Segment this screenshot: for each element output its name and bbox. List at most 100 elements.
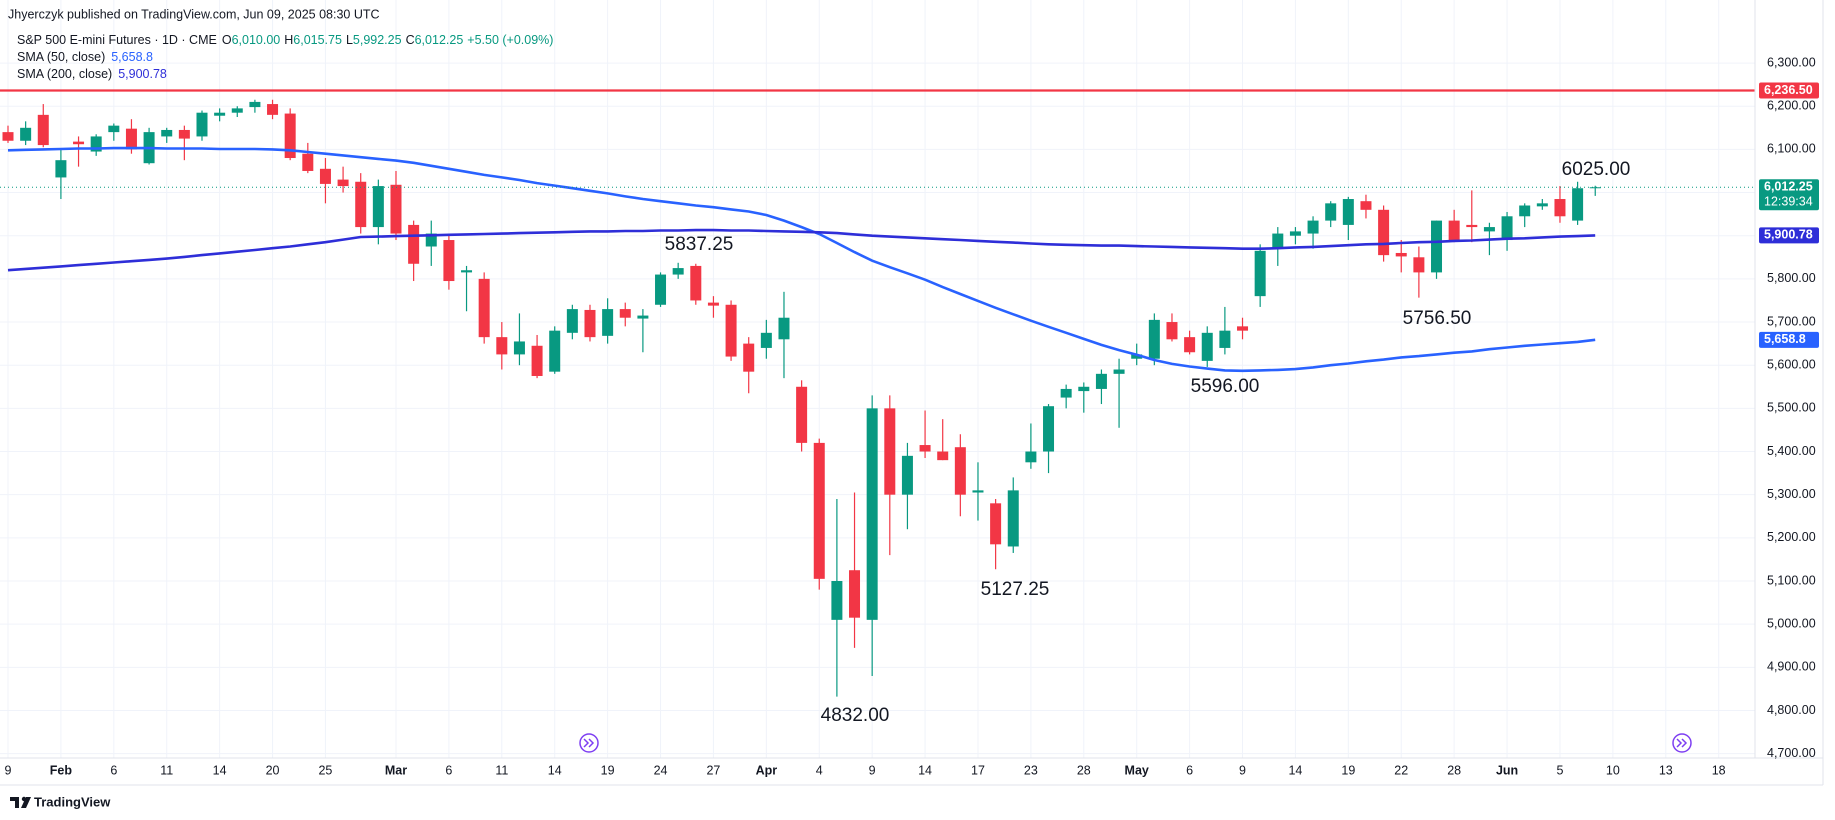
y-tick-label: 4,700.00	[1767, 746, 1816, 760]
candle-body	[1289, 231, 1301, 236]
x-tick-label: 11	[160, 763, 173, 777]
price-tag	[1759, 227, 1819, 244]
candle-body	[725, 304, 737, 357]
candle-body	[619, 309, 631, 318]
candle-body	[1536, 203, 1548, 207]
candle-body	[408, 224, 420, 264]
candle-body	[1095, 373, 1107, 389]
candle-body	[355, 181, 367, 228]
price-tag-label: 6,236.50	[1764, 83, 1813, 97]
candle-body	[1448, 220, 1460, 241]
x-tick-label: 14	[918, 763, 932, 777]
y-tick-label: 4,900.00	[1767, 660, 1816, 674]
x-tick-label: 5	[1556, 763, 1563, 777]
x-tick-label: 6	[1186, 763, 1193, 777]
timeline-icon[interactable]	[1672, 733, 1692, 753]
x-tick-label: Jun	[1496, 763, 1518, 777]
symbol-name: S&P 500 E-mini Futures · 1D · CME	[17, 33, 217, 47]
candle-body	[214, 112, 226, 116]
candle-body	[1325, 203, 1337, 221]
ohlc-key: H	[284, 33, 293, 47]
candle-body	[1307, 220, 1319, 234]
candle-body	[637, 315, 649, 319]
candle-body	[267, 104, 279, 115]
sma-name: SMA (200, close)	[17, 67, 112, 81]
candle-body	[1431, 220, 1443, 273]
candle-body	[478, 278, 490, 338]
timeline-icon[interactable]	[579, 733, 599, 753]
candle-body	[20, 127, 32, 141]
candle-body	[690, 265, 702, 301]
x-tick-label: 6	[445, 763, 452, 777]
x-tick-label: 13	[1659, 763, 1673, 777]
y-tick-label: 5,200.00	[1767, 530, 1816, 544]
price-annotation: 6025.00	[1562, 159, 1631, 180]
x-tick-label: May	[1125, 763, 1149, 777]
x-tick-label: 11	[495, 763, 508, 777]
tradingview-logo	[10, 796, 31, 808]
x-tick-label: Mar	[385, 763, 407, 777]
x-tick-label: 6	[110, 763, 117, 777]
y-tick-label: 5,700.00	[1767, 314, 1816, 328]
candle-body	[760, 332, 772, 348]
candle-body	[1007, 490, 1019, 547]
candle-body	[954, 447, 966, 495]
candle-body	[1501, 216, 1513, 241]
candle-body	[1148, 319, 1160, 359]
candle-body	[319, 168, 331, 184]
candle-body	[566, 309, 578, 333]
candle-body	[73, 141, 85, 145]
x-tick-label: 19	[1341, 763, 1355, 777]
ohlc-value: 6,015.75	[293, 33, 342, 47]
candle-body	[1254, 250, 1266, 297]
candle-body	[161, 129, 173, 137]
candle-body	[461, 270, 473, 273]
candle-body	[884, 408, 896, 495]
price-tag	[1759, 331, 1819, 348]
y-tick-label: 5,800.00	[1767, 271, 1816, 285]
candle-body	[584, 309, 596, 338]
y-tick-label: 5,000.00	[1767, 616, 1816, 630]
overlay	[0, 89, 1755, 373]
x-tick-label: 18	[1712, 763, 1726, 777]
candle-body	[1060, 388, 1072, 398]
x-tick-label: 9	[1239, 763, 1246, 777]
candle-body	[1025, 451, 1037, 463]
y-tick-label: 5,100.00	[1767, 573, 1816, 587]
candle-body	[1131, 354, 1143, 359]
y-tick-label: 5,600.00	[1767, 357, 1816, 371]
candle-body	[1201, 332, 1213, 361]
candle-body	[937, 451, 949, 461]
countdown-label: 12:39:34	[1764, 195, 1813, 209]
x-tick-label: Feb	[50, 763, 73, 777]
price-tag-label: 6,012.25	[1764, 180, 1813, 194]
published-line: Jhyerczyk published on TradingView.com, …	[8, 7, 380, 21]
candle-body	[1554, 199, 1566, 217]
candle-body	[496, 337, 508, 355]
candle-body	[972, 490, 984, 493]
y-tick-label: 5,500.00	[1767, 401, 1816, 415]
y-tick-label: 4,800.00	[1767, 703, 1816, 717]
price-tag	[1759, 82, 1819, 99]
change-value: +5.50 (+0.09%)	[467, 33, 553, 47]
x-tick-label: 23	[1024, 763, 1038, 777]
candle-body	[513, 341, 525, 355]
x-tick-label: 4	[816, 763, 823, 777]
price-annotation: 5756.50	[1403, 308, 1472, 329]
x-tick-label: Apr	[756, 763, 778, 777]
candle-body	[284, 113, 296, 159]
candle-body	[1272, 233, 1284, 249]
sma-line	[7, 228, 1596, 272]
candle-body	[919, 445, 931, 452]
candle-body	[866, 408, 878, 620]
x-tick-label: 10	[1606, 763, 1620, 777]
candle-body	[108, 125, 120, 133]
sma-value: 5,658.8	[111, 50, 153, 64]
candle-body	[425, 233, 437, 247]
x-tick-label: 14	[1288, 763, 1302, 777]
price-annotation: 5596.00	[1191, 376, 1260, 397]
candle-body	[531, 345, 543, 376]
x-tick-label: 25	[318, 763, 332, 777]
